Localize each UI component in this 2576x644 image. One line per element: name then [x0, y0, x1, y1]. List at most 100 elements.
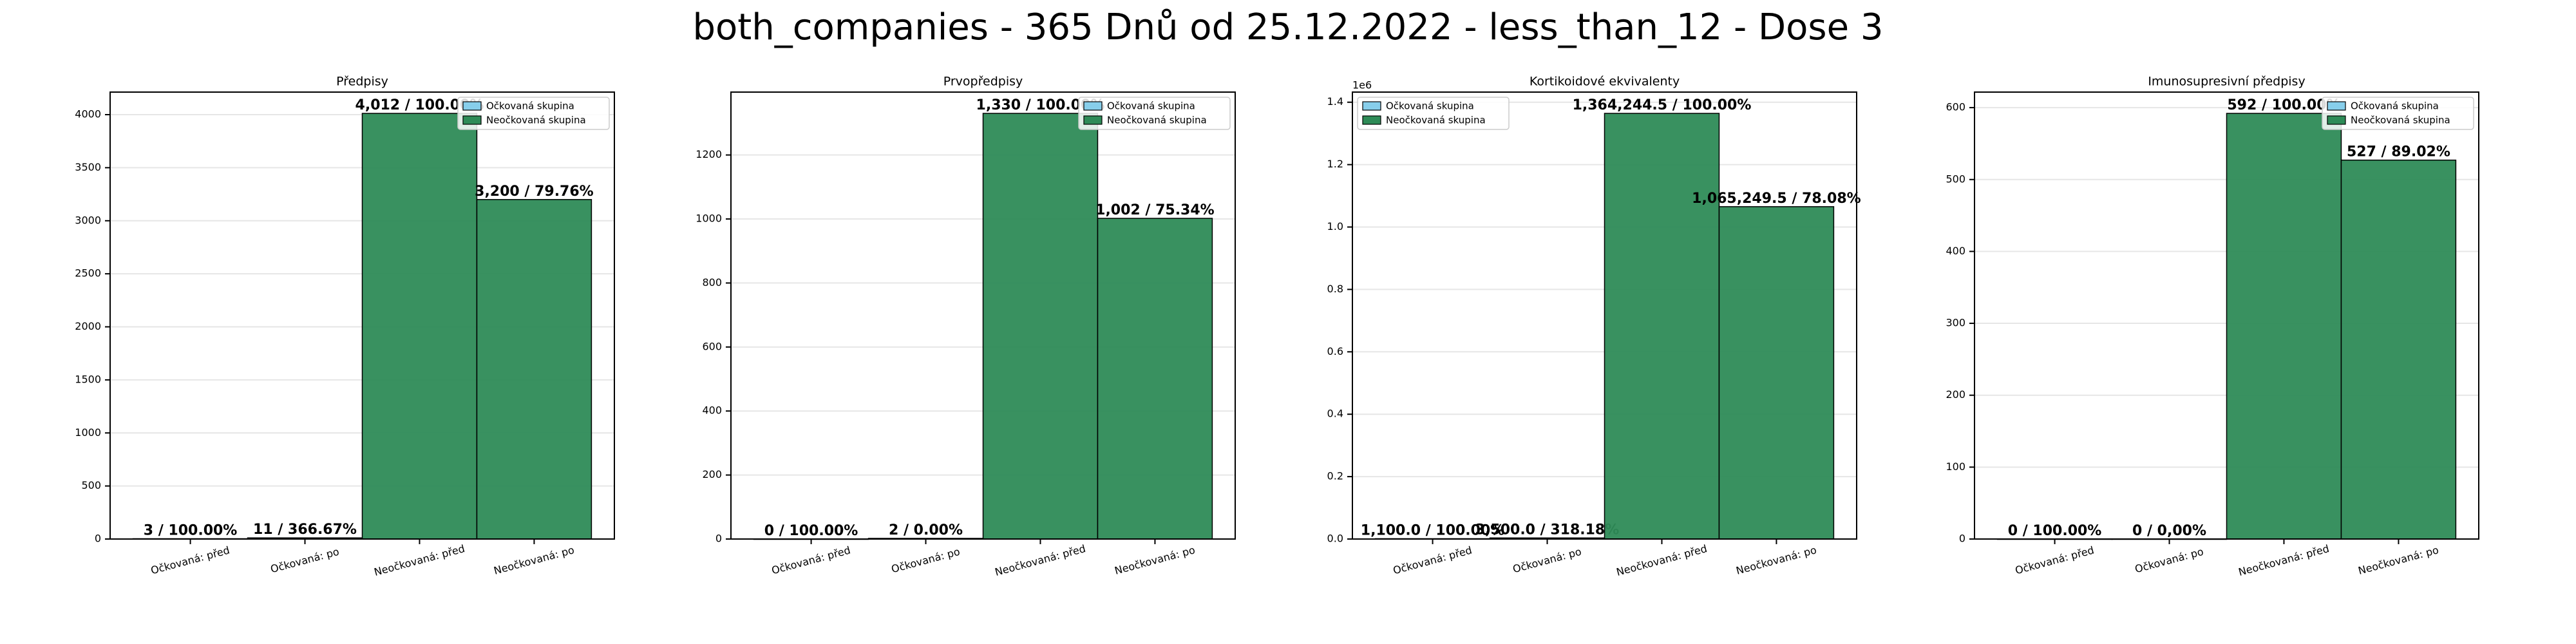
data-label: 1,100.0 / 100.00% — [1361, 522, 1505, 538]
y-tick-label: 1500 — [75, 373, 101, 385]
bar — [2340, 159, 2457, 540]
subplot-title: Kortikoidové ekvivalenty — [1530, 75, 1680, 89]
y-tick-label: 0.2 — [1327, 470, 1343, 482]
legend-box — [457, 97, 610, 130]
y-tick-label: 0.6 — [1327, 345, 1343, 357]
y-tick-label: 2500 — [75, 267, 101, 279]
axes-frame — [1352, 91, 1857, 540]
data-label: 3,500.0 / 318.18% — [1475, 522, 1620, 538]
x-tick-label: Očkovaná: před — [2014, 544, 2096, 577]
y-tick-label: 1000 — [696, 213, 722, 225]
y-tick-label: 1000 — [75, 426, 101, 439]
data-label: 1,002 / 75.34% — [1095, 202, 1215, 218]
x-tick-label: Neočkovaná: před — [373, 542, 466, 578]
y-tick-label: 4000 — [75, 108, 101, 120]
y-tick-label: 800 — [702, 276, 722, 289]
legend-label: Neočkovaná skupina — [486, 115, 586, 126]
y-tick-label: 500 — [81, 479, 101, 491]
x-tick-label: Neočkovaná: po — [1735, 544, 1818, 577]
data-label: 0 / 100.00% — [764, 523, 858, 539]
axes-frame — [109, 91, 615, 540]
legend: Očkovaná skupina Neočkovaná skupina — [1078, 97, 1231, 130]
subplot: Předpisy 0 500 1000 1500 2000 2500 3000 3500 4000… — [75, 75, 615, 578]
y-tick-label: 400 — [1946, 245, 1965, 257]
data-label: 3,200 / 79.76% — [475, 184, 594, 200]
axes-frame — [730, 91, 1236, 540]
y-tick-label: 1200 — [696, 148, 722, 160]
bar — [1097, 218, 1213, 540]
x-tick-label: Očkovaná: před — [149, 544, 231, 577]
x-tick-label: Neočkovaná: před — [994, 542, 1087, 578]
legend-swatch — [1083, 101, 1103, 111]
legend-swatch — [1083, 115, 1103, 125]
legend-swatch — [2327, 115, 2346, 125]
y-tick-label: 1.2 — [1327, 158, 1343, 170]
legend-box — [1078, 97, 1231, 130]
bar — [982, 113, 1099, 540]
y-tick-label: 400 — [702, 404, 722, 417]
data-label: 2 / 0.00% — [889, 522, 963, 538]
figure-title: both_companies - 365 Dnů od 25.12.2022 -… — [693, 6, 1884, 48]
subplot: Imunosupresivní předpisy 0 100 200 300 400 500… — [1946, 75, 2479, 578]
bar — [2226, 113, 2342, 540]
x-tick-label: Očkovaná: před — [770, 544, 852, 577]
data-label: 0 / 0,00% — [2132, 523, 2206, 539]
y-tick-label: 2000 — [75, 320, 101, 332]
x-tick-label: Očkovaná: před — [1392, 544, 1473, 577]
legend-swatch — [462, 101, 482, 111]
legend-label: Očkovaná skupina — [486, 100, 574, 112]
y-tick-label: 3000 — [75, 214, 101, 226]
legend-label: Neočkovaná skupina — [1386, 115, 1486, 126]
data-label: 11 / 366.67% — [253, 522, 357, 538]
x-tick-label: Neočkovaná: před — [1615, 542, 1709, 578]
bar — [1718, 206, 1835, 540]
x-tick-label: Očkovaná: po — [890, 545, 961, 576]
legend-label: Očkovaná skupina — [2351, 100, 2439, 112]
y-tick-label: 0.8 — [1327, 283, 1343, 295]
legend-swatch — [462, 115, 482, 125]
y-tick-label: 0.0 — [1327, 533, 1343, 545]
x-tick-label: Neočkovaná: po — [493, 544, 576, 577]
y-tick-label: 600 — [1946, 101, 1965, 113]
data-label: 1,065,249.5 / 78.08% — [1692, 191, 1861, 207]
subplot: Prvopředpisy 0 200 400 600 800 1000 1200 0 / 100… — [696, 75, 1236, 578]
legend-box — [2322, 97, 2474, 130]
y-tick-label: 100 — [1946, 460, 1965, 473]
legend-swatch — [2327, 101, 2346, 111]
legend-box — [1357, 97, 1510, 130]
x-tick-label: Očkovaná: po — [1511, 545, 1583, 576]
bar — [1604, 113, 1720, 540]
y-tick-label: 1.4 — [1327, 95, 1343, 108]
x-tick-label: Neočkovaná: po — [1113, 544, 1197, 577]
legend-label: Očkovaná skupina — [1107, 100, 1195, 112]
legend-label: Neočkovaná skupina — [2351, 115, 2450, 126]
x-tick-label: Neočkovaná: před — [2237, 542, 2331, 578]
subplot-title: Prvopředpisy — [943, 75, 1023, 89]
x-tick-label: Očkovaná: po — [2134, 545, 2205, 576]
legend: Očkovaná skupina Neočkovaná skupina — [1357, 97, 1510, 130]
y-tick-label: 300 — [1946, 317, 1965, 329]
x-tick-label: Očkovaná: po — [269, 545, 341, 576]
bar — [361, 113, 478, 540]
legend-label: Očkovaná skupina — [1386, 100, 1474, 112]
axes-frame — [1974, 91, 2479, 540]
subplot-title: Imunosupresivní předpisy — [2148, 75, 2305, 89]
subplot: Kortikoidové ekvivalenty 0.0 0.2 0.4 0.6 0.8 1… — [1327, 75, 1861, 578]
y-tick-label: 3500 — [75, 161, 101, 173]
y-tick-label: 500 — [1946, 173, 1965, 185]
legend-swatch — [1362, 101, 1381, 111]
y-tick-label: 0.4 — [1327, 408, 1343, 420]
legend: Očkovaná skupina Neočkovaná skupina — [2322, 97, 2474, 130]
legend-swatch — [1362, 115, 1381, 125]
y-tick-label: 200 — [1946, 388, 1965, 401]
data-label: 527 / 89.02% — [2347, 144, 2450, 160]
y-tick-label: 200 — [702, 468, 722, 480]
data-label: 3 / 100.00% — [144, 523, 238, 539]
bar — [476, 199, 592, 540]
data-label: 0 / 100.00% — [2008, 523, 2102, 539]
x-tick-label: Neočkovaná: po — [2357, 544, 2440, 577]
y-tick-label: 0 — [95, 533, 101, 545]
y-tick-label: 0 — [715, 533, 722, 545]
